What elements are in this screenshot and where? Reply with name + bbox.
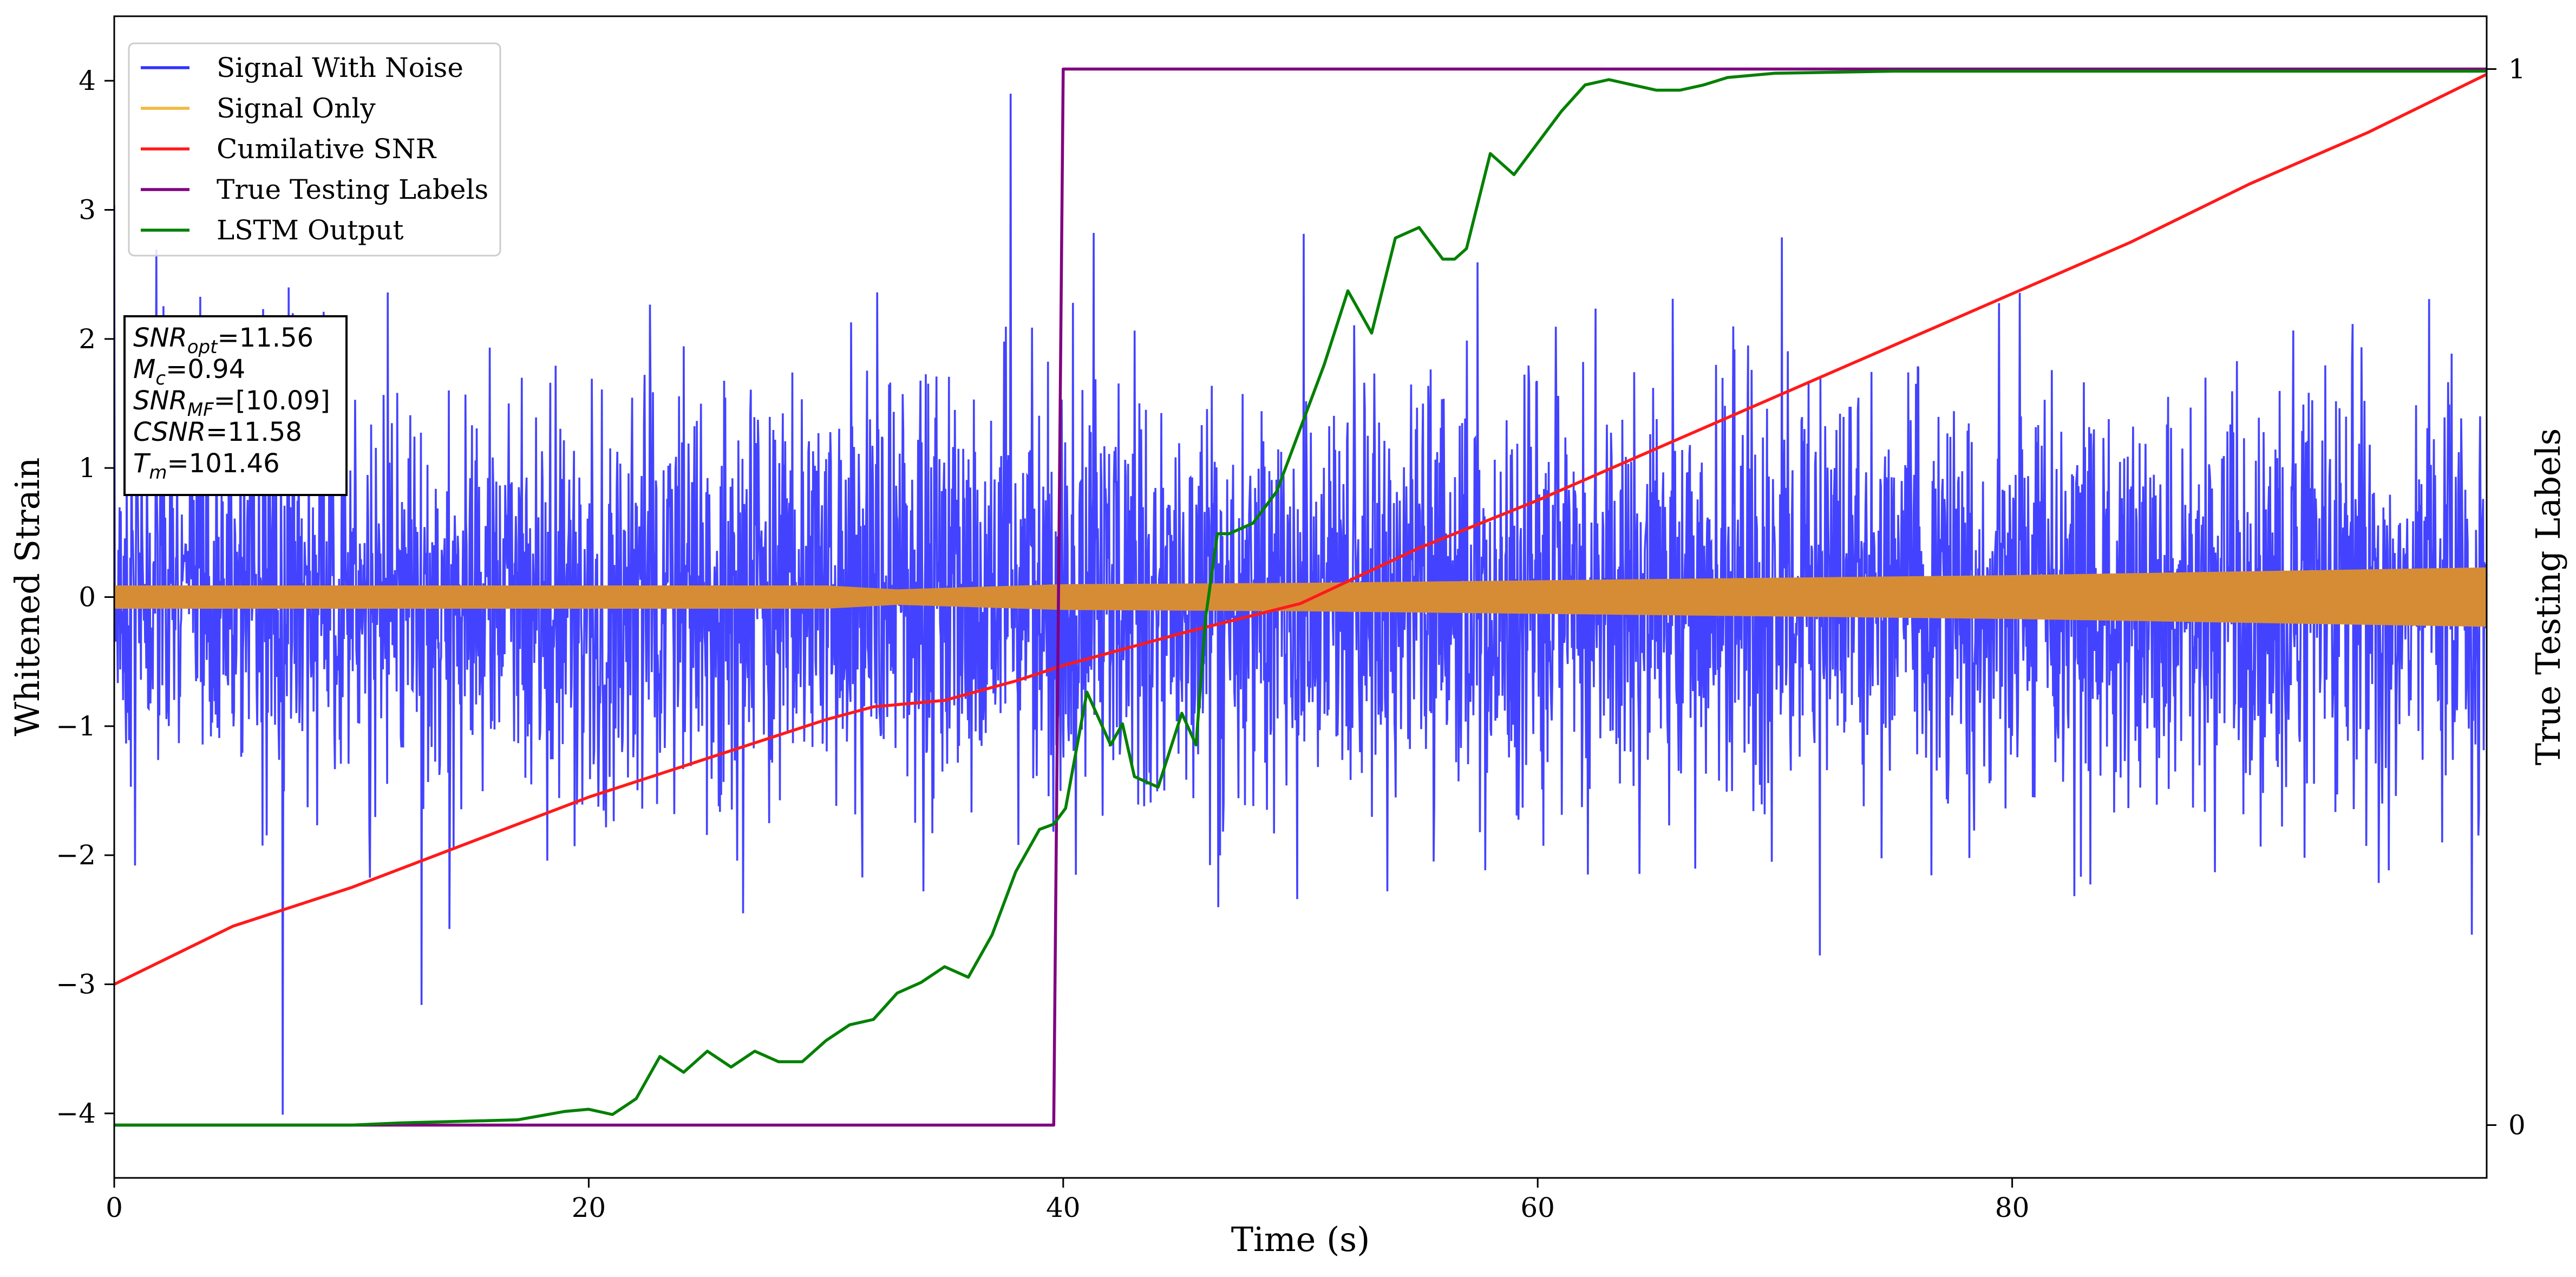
legend-label: Cumilative SNR [217,133,436,165]
y-left-tick-label: 3 [79,194,96,226]
legend-label: LSTM Output [217,214,403,246]
signal-only-layer [114,567,2487,627]
legend-label: Signal Only [217,93,376,124]
parameter-annotation: SNRopt=11.56Mc=0.94SNRMF=[10.09]CSNR=11.… [123,315,348,496]
x-tick-label: 40 [1046,1192,1081,1223]
y-left-tick-label: −3 [56,969,96,1000]
legend: Signal With Noise Signal Only Cumilative S… [128,42,501,257]
y-right-tick-label: 0 [2508,1110,2526,1141]
true-testing-labels-line [114,67,2487,1127]
annotation-line: SNRMF=[10.09] [133,386,330,421]
x-tick-label: 0 [106,1192,123,1223]
legend-label: True Testing Labels [217,174,488,205]
annotation-box [123,315,348,496]
legend-box [128,42,501,257]
legend-label: Signal With Noise [217,52,463,83]
y-right-tick-label: 1 [2508,54,2526,85]
y-left-tick-label: 0 [79,582,96,613]
signal-with-noise-layer [114,93,2487,1115]
lstm-output-line [114,69,2487,1127]
x-axis-title: Time (s) [1231,1220,1370,1259]
cumulative-snr-line [114,73,2487,986]
y-axis-title-right: True Testing Labels [2528,428,2568,766]
annotation-line: Mc=0.94 [133,354,245,389]
y-left-tick-label: −4 [56,1098,96,1129]
annotation-line: Tm=101.46 [133,448,280,484]
signal-with-noise-line [114,93,2487,1115]
y-left-tick-label: 1 [79,452,96,484]
y-left-tick-label: −2 [56,839,96,871]
y-left-tick-label: 2 [79,323,96,355]
x-tick-label: 60 [1520,1192,1555,1223]
y-left-tick-label: 4 [79,65,96,96]
annotation-line: CSNR=11.58 [133,417,302,447]
x-tick-label: 20 [572,1192,606,1223]
x-tick-label: 80 [1995,1192,2030,1223]
signal-only-band [114,567,2487,627]
y-axis-title-left: Whitened Strain [8,458,47,737]
annotation-line: SNRopt=11.56 [133,323,313,358]
y-left-tick-label: −1 [56,711,96,742]
line-series-layer [114,67,2487,1127]
